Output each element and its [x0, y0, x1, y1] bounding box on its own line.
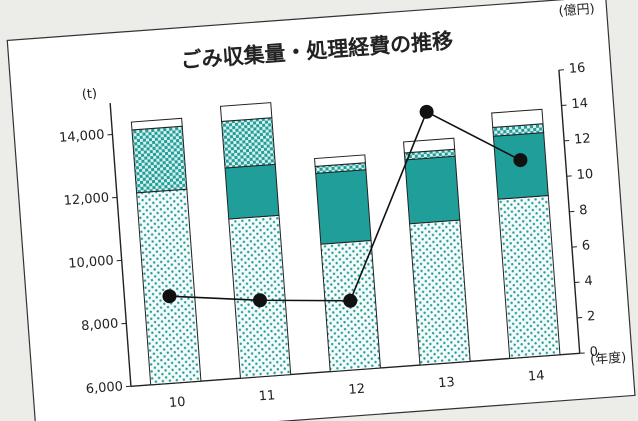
y-tick-label: 8,000	[81, 316, 119, 334]
x-unit: (年度)	[590, 349, 627, 368]
y2-unit: (億円)	[558, 1, 595, 20]
bar-segment	[221, 117, 276, 169]
bar-segment	[409, 219, 471, 366]
line-point	[419, 104, 434, 119]
bar-segment	[224, 163, 280, 220]
y2-tick-label: 14	[571, 96, 589, 112]
y-unit: (t)	[81, 86, 97, 102]
bar-segment	[491, 108, 544, 128]
y2-tick-label: 2	[587, 309, 596, 325]
x-tick-label: 14	[528, 368, 546, 384]
bar-segment	[219, 102, 273, 122]
y-tick-label: 6,000	[85, 379, 123, 397]
y2-tick-label: 10	[576, 167, 594, 183]
line-point	[513, 153, 528, 168]
bar-segment	[314, 154, 366, 167]
y-axis	[109, 102, 132, 387]
y2-tick-label: 4	[584, 274, 593, 290]
y2-tick-label: 16	[568, 61, 586, 77]
y-tick-label: 12,000	[63, 191, 109, 209]
line-point	[162, 289, 177, 304]
bar-segment	[404, 155, 461, 225]
bar-segment	[130, 117, 183, 131]
line-point	[252, 293, 267, 308]
x-tick-label: 11	[258, 388, 276, 404]
bar-segment	[315, 169, 372, 245]
x-tick-label: 13	[438, 375, 456, 391]
bar-segment	[131, 125, 188, 194]
paper: ごみ収集量・処理経費の推移 (t) (億円) (年度) 6,0008,00010…	[6, 0, 636, 421]
y2-tick-label: 8	[579, 203, 588, 219]
y-tick-label: 10,000	[68, 253, 114, 271]
x-tick-label: 12	[348, 382, 366, 398]
y-tick-label: 14,000	[59, 128, 105, 146]
bar-segment	[403, 137, 456, 154]
line-point	[343, 293, 358, 308]
y2-tick-label: 12	[574, 131, 592, 147]
x-tick-label: 10	[168, 395, 186, 411]
y2-tick-label: 0	[589, 344, 598, 360]
y2-tick-label: 6	[581, 238, 590, 254]
